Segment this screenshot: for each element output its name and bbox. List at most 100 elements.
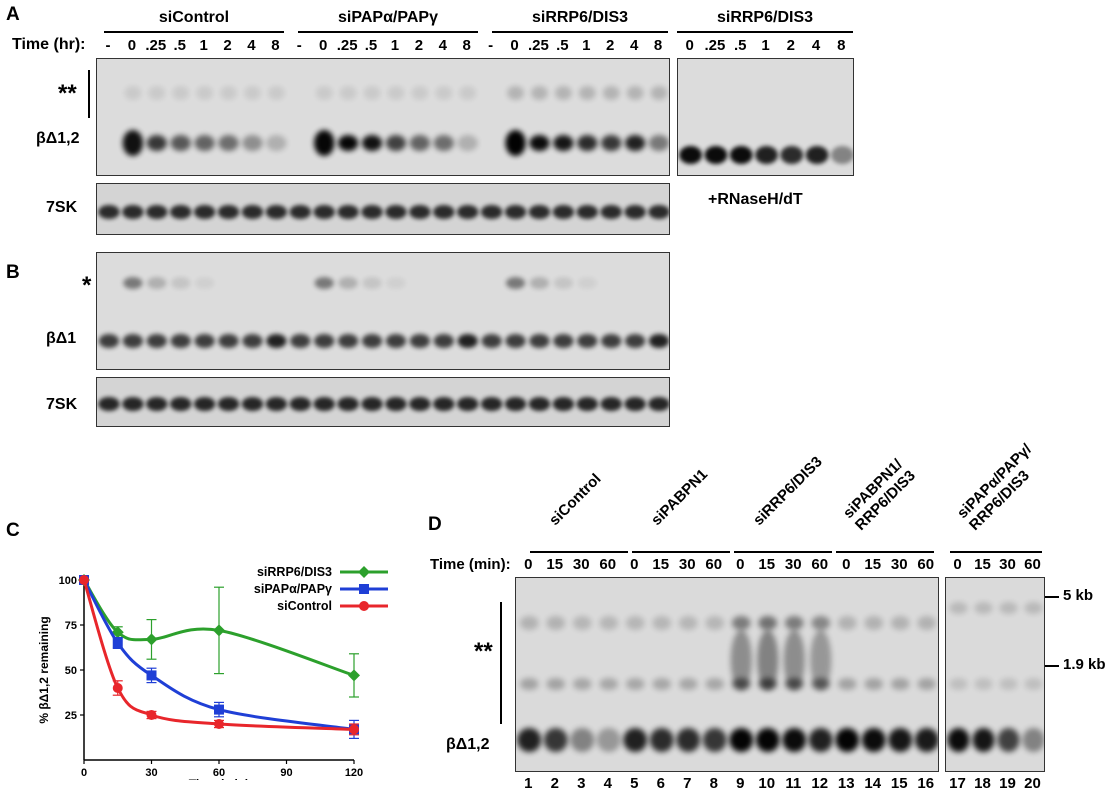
panel-a-timepoint: - (105, 37, 111, 54)
gel-band-7sk (528, 205, 551, 219)
gel-smear (730, 630, 752, 690)
panel-b-band-label: βΔ1 (46, 330, 77, 347)
gel-band (122, 130, 144, 156)
gel-smear (572, 678, 592, 690)
gel-b-7sk (96, 377, 670, 427)
panel-d-condition-rule (734, 551, 832, 553)
gel-a-rnaseh-image (679, 146, 853, 164)
panel-d-condition-3: siPABPN1/RRP6/DIS3 (840, 455, 919, 534)
gel-band (1022, 728, 1044, 752)
panel-a-timepoint: .25 (336, 37, 358, 54)
gel-band-7sk (552, 205, 575, 219)
panel-b-7sk-label: 7SK (46, 396, 78, 413)
gel-smear (363, 86, 381, 100)
panel-a-condition-rule (298, 31, 478, 33)
gel-smear (758, 616, 778, 630)
gel-band (972, 728, 995, 752)
panel-d-condition-1: siPABPN1 (648, 466, 711, 529)
panel-d-timepoint: 30 (890, 556, 908, 573)
gel-band (702, 728, 727, 752)
y-tick-label: 75 (65, 620, 77, 632)
panel-a-timepoint: - (296, 37, 302, 54)
y-axis-label: % βΔ1,2 remaining (37, 616, 51, 723)
gel-band-7sk (193, 205, 216, 219)
gel-band-7sk (217, 397, 240, 411)
panel-d-bracket (500, 602, 502, 724)
gel-band (146, 334, 167, 348)
gel-smear (757, 630, 779, 690)
legend-marker (359, 584, 369, 594)
panel-a-timepoint: .5 (556, 37, 569, 54)
gel-band (679, 146, 703, 164)
gel-smear (949, 678, 968, 690)
gel-smear (864, 678, 884, 690)
gel-band-7sk (169, 397, 192, 411)
gel-band-7sk (193, 397, 216, 411)
gel-band-star (338, 277, 358, 289)
gel-band (808, 728, 833, 752)
data-point (348, 669, 360, 682)
panel-a-extra-condition: siRRP6/DIS3 (716, 9, 814, 26)
panel-d-timepoint: 15 (864, 556, 882, 573)
gel-band-7sk (624, 397, 646, 411)
gel-band (648, 334, 669, 348)
gel-band (888, 728, 913, 752)
data-point (213, 624, 225, 637)
gel-band-7sk (409, 397, 431, 411)
gel-a-7sk-image (98, 205, 669, 219)
y-tick-label: 100 (59, 575, 77, 587)
gel-band (266, 334, 287, 348)
series-line (82, 579, 355, 731)
gel-a-rnaseh (677, 58, 854, 176)
gel-band (676, 728, 701, 752)
panel-b-star: * (82, 272, 92, 299)
gel-band (553, 334, 574, 348)
gel-smear (1024, 602, 1043, 614)
gel-band-7sk (241, 205, 264, 219)
panel-d-timepoint: 60 (917, 556, 935, 573)
gel-band-7sk (528, 397, 551, 411)
gel-a-7sk (96, 183, 670, 235)
gel-band-7sk (313, 205, 335, 219)
gel-band (122, 334, 144, 348)
panel-a-timepoint: 2 (414, 37, 424, 54)
gel-band (337, 334, 359, 348)
gel-smear (507, 86, 524, 100)
gel-band-7sk (361, 397, 383, 411)
gel-band (337, 135, 359, 151)
gel-band (481, 334, 502, 348)
gel-band (433, 135, 454, 151)
lane-number: 18 (974, 775, 991, 792)
panel-d-timepoint: 60 (599, 556, 617, 573)
gel-band (385, 334, 407, 348)
gel-smear (546, 678, 566, 690)
panel-d-timepoint: 30 (572, 556, 590, 573)
data-point (349, 724, 359, 735)
gel-band-7sk (648, 205, 669, 219)
gel-band (624, 334, 646, 348)
y-tick-label: 50 (65, 665, 77, 677)
x-tick-label: 60 (213, 767, 225, 779)
panel-d-timepoint: 60 (705, 556, 723, 573)
panel-a-timepoint: 4 (247, 37, 256, 54)
data-point (112, 638, 123, 648)
gel-band-7sk (122, 205, 144, 219)
legend-marker (359, 601, 369, 611)
panel-letter-c: C (6, 520, 20, 541)
gel-smear (578, 86, 596, 100)
gel-band-7sk (385, 397, 407, 411)
gel-band-star (362, 277, 382, 289)
gel-band (266, 135, 287, 151)
panel-d-condition-line: siPABPN1 (647, 465, 712, 529)
gel-band (835, 728, 860, 752)
marker-5kb-tick (1045, 596, 1059, 598)
gel-band-7sk (361, 205, 383, 219)
gel-band (570, 728, 595, 752)
panel-a-timepoint: 2 (223, 37, 232, 54)
lane-number: 4 (603, 775, 612, 792)
gel-smear (531, 86, 548, 100)
panel-d-timepoint: 30 (678, 556, 696, 573)
lane-number: 16 (917, 775, 935, 792)
gel-smear (705, 616, 725, 630)
gel-band-star (314, 277, 334, 289)
